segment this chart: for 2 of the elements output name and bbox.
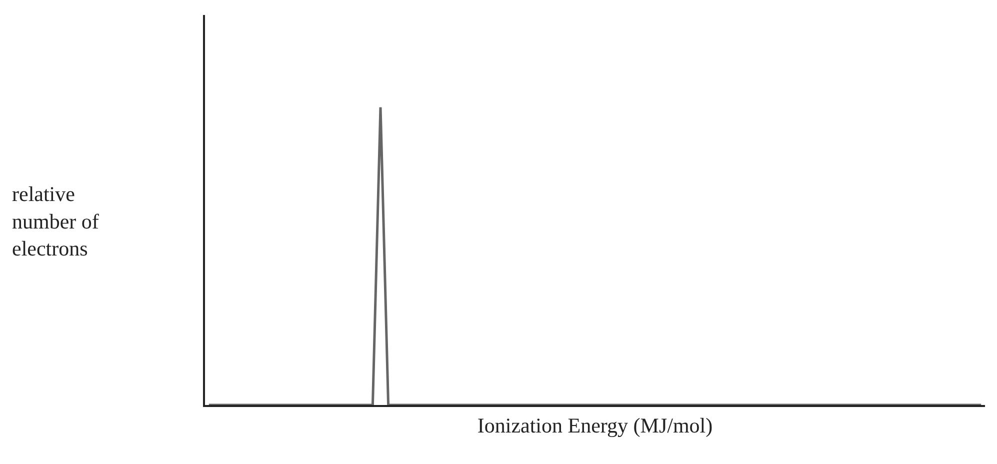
x-axis-title: Ionization Energy (MJ/mol): [477, 414, 713, 438]
y-axis-title: relative number of electrons: [12, 182, 99, 261]
